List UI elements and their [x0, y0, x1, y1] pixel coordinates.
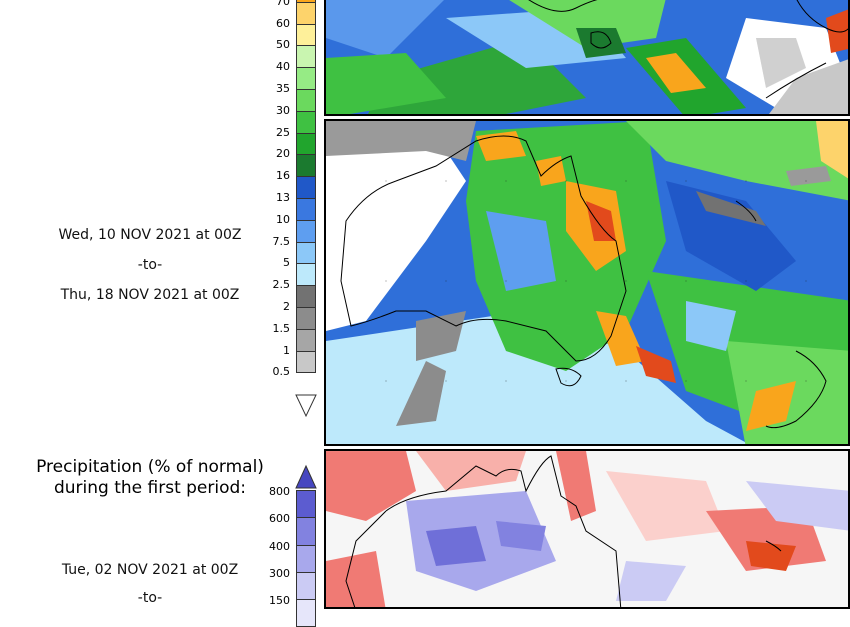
colorbar-tick-label: 30	[276, 103, 290, 117]
colorbar-tick-label: 16	[276, 169, 290, 183]
colorbar-tick-label: 50	[276, 38, 290, 52]
colorbar-tick-label: 35	[276, 82, 290, 95]
pct-colorbar-tick-label: 600	[269, 512, 290, 526]
pct-normal-title-line1: Precipitation (% of normal)	[36, 457, 264, 477]
pct-colorbar-cell	[296, 490, 316, 519]
period1-start: Tue, 02 NOV 2021 at 00Z	[61, 562, 239, 578]
colorbar-end-arrow	[295, 394, 317, 418]
colorbar-cell	[296, 307, 316, 330]
pct-colorbar-tick-label: 300	[269, 566, 290, 580]
colorbar-tick-label: 1	[283, 343, 290, 357]
period2-separator: -to-	[137, 257, 163, 273]
colorbar-tick-label: 2	[283, 300, 290, 313]
pct-normal-title-line2: during the first period:	[53, 478, 247, 498]
colorbar-cell	[296, 350, 316, 374]
pct-colorbar-cell	[296, 517, 316, 546]
colorbar-cell	[296, 328, 316, 352]
colorbar-tick-label: 25	[276, 125, 290, 139]
colorbar-cell	[296, 154, 316, 178]
precip-amount-colorbar	[296, 0, 316, 396]
pct-normal-map	[324, 449, 850, 609]
colorbar-cell	[296, 198, 316, 221]
period2-start: Wed, 10 NOV 2021 at 00Z	[58, 227, 242, 243]
colorbar-top-arrow	[295, 464, 317, 489]
colorbar-cell	[296, 45, 316, 69]
colorbar-tick-label: 13	[276, 191, 290, 204]
colorbar-tick-label: 5	[283, 256, 290, 270]
period1-separator: -to-	[137, 590, 163, 606]
colorbar-tick-label: 70	[276, 0, 290, 8]
pct-normal-map-canvas	[326, 451, 848, 607]
colorbar-cell	[296, 23, 316, 47]
colorbar-tick-label: 7.5	[272, 234, 291, 248]
colorbar-tick-label: 40	[276, 60, 290, 74]
period2-end: Thu, 18 NOV 2021 at 00Z	[60, 287, 240, 303]
colorbar-cell	[296, 89, 316, 112]
colorbar-tick-label: 0.5	[272, 365, 291, 379]
precip-map-period2-canvas	[326, 121, 848, 444]
colorbar-cell	[296, 1, 316, 25]
colorbar-tick-label: 1.5	[272, 321, 291, 335]
colorbar-cell	[296, 132, 316, 156]
colorbar-cell	[296, 67, 316, 90]
colorbar-tick-label: 20	[276, 147, 290, 161]
pct-colorbar-tick-label: 800	[269, 485, 290, 498]
pct-colorbar-tick-label: 400	[269, 539, 290, 553]
precip-map-period1-canvas	[326, 0, 848, 114]
precip-map-period2	[324, 119, 850, 446]
colorbar-cell	[296, 176, 316, 199]
precip-map-period1	[324, 0, 850, 116]
colorbar-tick-label: 60	[276, 16, 290, 30]
colorbar-cell	[296, 110, 316, 134]
colorbar-tick-label: 2.5	[272, 278, 291, 292]
colorbar-tick-label: 10	[276, 212, 290, 226]
